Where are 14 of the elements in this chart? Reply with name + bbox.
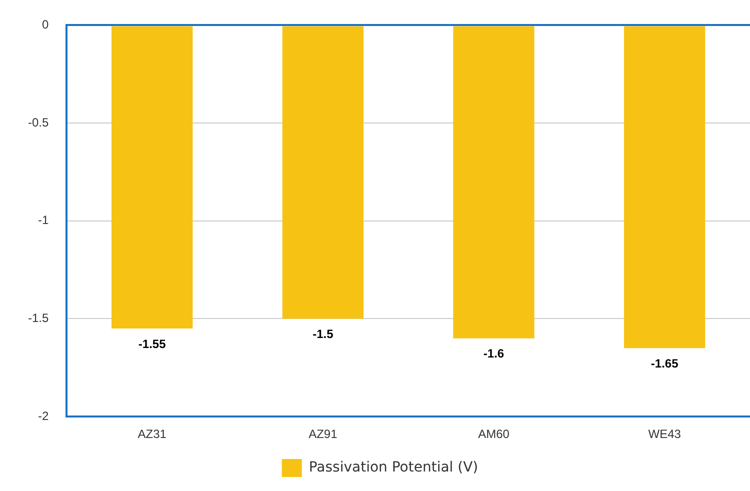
x-tick-label: AM60 bbox=[478, 427, 510, 442]
x-tick-label: WE43 bbox=[648, 427, 682, 442]
y-tick-label: -2 bbox=[38, 408, 49, 423]
y-tick-label: -0.5 bbox=[28, 115, 49, 130]
data-label: -1.55 bbox=[138, 336, 166, 351]
data-label: -1.6 bbox=[483, 346, 504, 361]
y-tick-label: -1 bbox=[38, 213, 49, 228]
legend-label: Passivation Potential (V) bbox=[308, 460, 478, 476]
x-tick-label: AZ91 bbox=[308, 427, 338, 442]
x-tick-label: AZ31 bbox=[138, 427, 167, 442]
data-label: -1.65 bbox=[650, 356, 679, 370]
data-label: -1.5 bbox=[312, 327, 334, 342]
y-tick-label: 0 bbox=[42, 18, 49, 32]
y-tick-label: -1.5 bbox=[28, 311, 49, 326]
